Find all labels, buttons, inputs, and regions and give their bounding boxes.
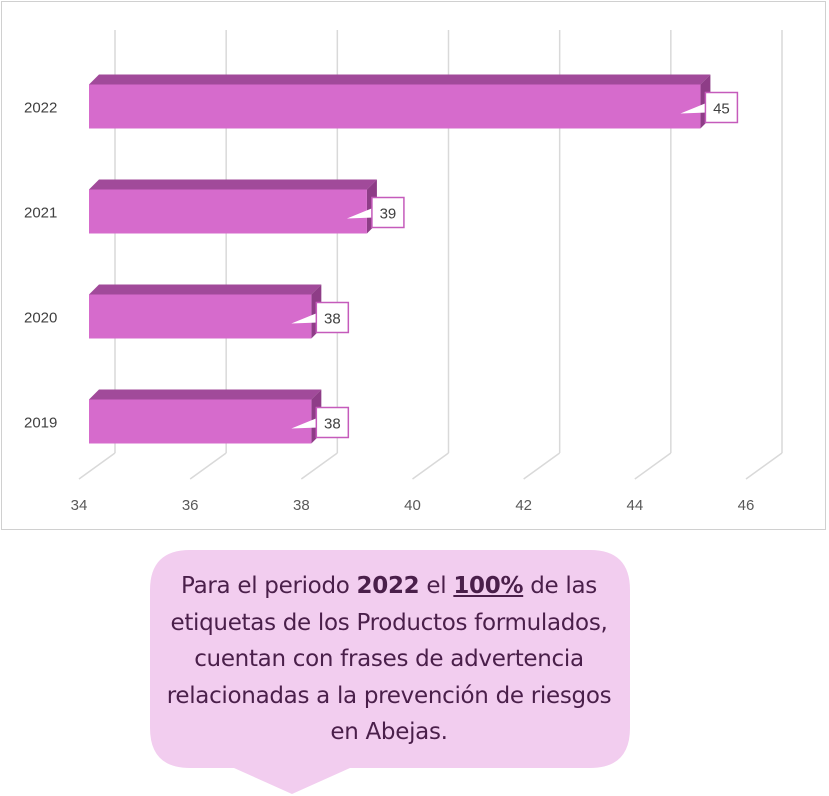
floor-gridline [523, 452, 561, 480]
y-tick-label: 2019 [24, 415, 57, 432]
data-label-box [371, 196, 405, 229]
floor-gridline [634, 452, 672, 480]
bar-top-face [89, 284, 322, 295]
data-label-pointer [346, 207, 374, 219]
x-tick-label: 44 [626, 497, 643, 514]
data-label-pointer [291, 312, 319, 324]
bar [89, 294, 312, 339]
data-label-pointer [680, 102, 708, 114]
bar-top-face [89, 179, 377, 190]
x-tick-label: 38 [293, 497, 310, 514]
x-tick-label: 40 [404, 497, 421, 514]
data-label: 45 [713, 101, 730, 118]
data-label: 39 [380, 206, 397, 223]
x-tick-label: 46 [738, 497, 755, 514]
bar-top-face [89, 389, 322, 400]
x-tick-label: 42 [515, 497, 532, 514]
callout-text: Para el periodo 2022 el 100% de las etiq… [164, 568, 614, 751]
x-tick-label: 34 [71, 497, 88, 514]
bar-chart: 34 36 38 40 42 44 46 2019 38 2020 38 2021 39 2022 45 [24, 30, 783, 514]
bar [89, 399, 312, 444]
data-label-box [315, 301, 350, 334]
bar [89, 189, 367, 234]
y-tick-label: 2021 [24, 205, 57, 222]
callout-text-part-2: el [419, 573, 454, 599]
floor-gridline [189, 452, 227, 480]
callout-text-part-3: de las etiquetas de los Productos formul… [166, 573, 612, 745]
floor-gridline [300, 452, 338, 480]
x-tick-label: 36 [182, 497, 199, 514]
bar-top-face [89, 74, 711, 85]
callout-percent: 100% [453, 573, 524, 599]
floor-gridline [412, 452, 449, 480]
callout-year: 2022 [356, 573, 420, 599]
data-label-box [315, 406, 350, 439]
data-label-pointer [291, 417, 319, 429]
floor-gridline [78, 452, 116, 480]
data-label: 38 [324, 311, 341, 328]
y-tick-label: 2020 [24, 310, 57, 327]
y-tick-label: 2022 [24, 100, 57, 117]
bar [89, 84, 701, 129]
callout-text-part-1: Para el periodo [181, 573, 357, 599]
floor-gridline [745, 452, 783, 480]
data-label: 38 [324, 416, 341, 433]
data-label-box [704, 91, 739, 124]
callout-shape [150, 550, 630, 794]
